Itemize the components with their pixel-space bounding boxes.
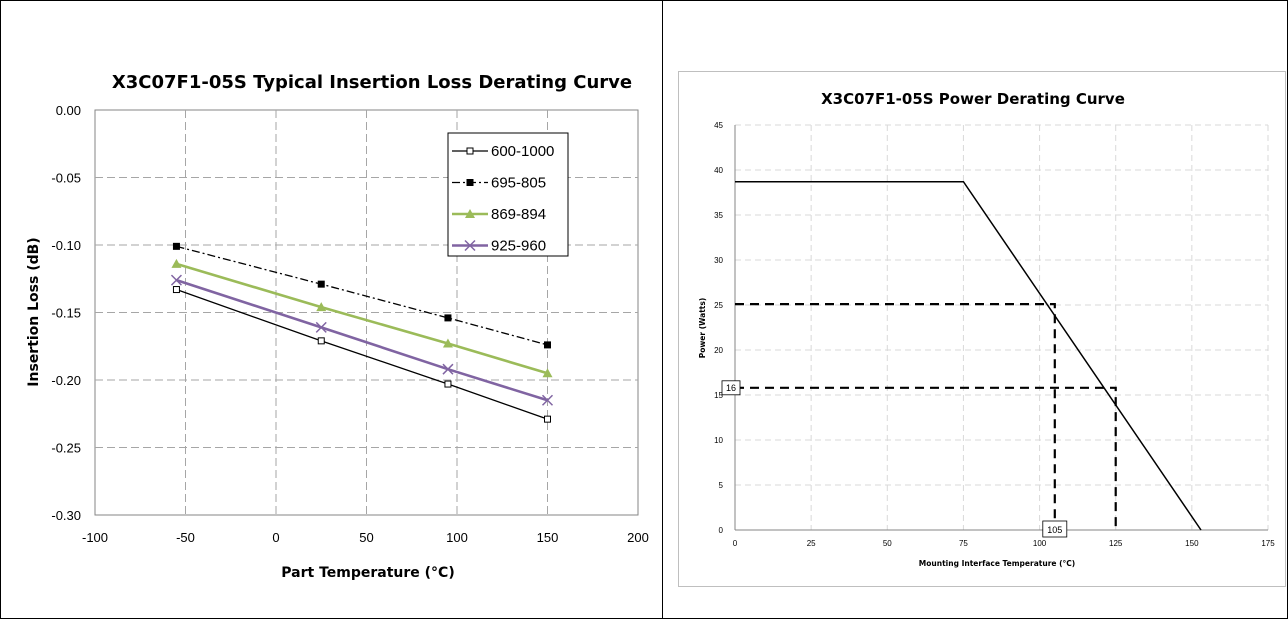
chart2-annotation-105: 105: [1042, 520, 1068, 538]
chart2-x-tick: 25: [807, 539, 816, 548]
chart1-data-point: [442, 363, 454, 375]
chart1-legend-marker: [466, 179, 474, 186]
panel-divider: [662, 0, 663, 619]
chart1-series-line: [176, 262, 548, 375]
chart2-title: X3C07F1-05S Power Derating Curve: [821, 90, 1125, 108]
chart1-y-tick: -0.15: [51, 306, 81, 321]
chart1-x-tick: 0: [272, 530, 279, 545]
chart1-legend-item: 869-894: [452, 206, 546, 223]
chart1-data-point: [444, 380, 452, 388]
chart1-x-tick: -100: [82, 530, 108, 545]
chart2-y-tick: 45: [714, 121, 723, 130]
chart1-x-tick: 100: [446, 530, 468, 545]
chart1-series-line: [176, 245, 548, 346]
chart1-x-tick: 200: [627, 530, 649, 545]
chart2-y-tick: 25: [714, 301, 723, 310]
chart2-y-tick: 20: [714, 346, 723, 355]
chart1-x-tick: 150: [537, 530, 559, 545]
chart2-x-axis-label: Mounting Interface Temperature (°C): [919, 559, 1075, 568]
chart2-x-tick: 75: [959, 539, 968, 548]
chart1-legend-item: 600-1000: [452, 143, 554, 160]
chart1-grid: [94, 109, 639, 516]
chart1-y-tick: -0.20: [51, 373, 81, 388]
chart2-x-tick: 150: [1185, 539, 1199, 548]
chart2-y-tick: 35: [714, 211, 723, 220]
chart2-series: [735, 180, 1202, 531]
chart1-title: X3C07F1-05S Typical Insertion Loss Derat…: [112, 72, 632, 93]
chart1-series: [170, 242, 554, 423]
chart2-y-tick: 40: [714, 166, 723, 175]
chart2-grid: [734, 124, 1269, 531]
chart1-series-line: [176, 288, 548, 420]
chart1-x-tick: -50: [176, 530, 195, 545]
chart2-y-tick: 15: [714, 391, 723, 400]
chart1-legend-marker: [464, 239, 476, 252]
chart2-annotation-text: 105: [1047, 525, 1062, 535]
chart1-data-point: [541, 394, 554, 406]
chart2-annotation-text: 16: [726, 383, 736, 393]
chart2-annotations: 16 105: [721, 380, 1068, 538]
chart2-x-tick: 100: [1033, 539, 1047, 548]
chart1-data-point: [316, 302, 327, 312]
chart1-data-point: [171, 258, 182, 268]
chart1-y-tick: 0.00: [56, 103, 81, 118]
chart1-data-point: [317, 280, 325, 288]
chart2-tick-labels: 0 5 10 15 20 25 30 35 40 45 0 25 50 75 100 125 150 175: [714, 121, 1275, 548]
chart1-x-tick: 50: [359, 530, 373, 545]
chart1-data-point: [172, 242, 180, 250]
chart1-data-point: [442, 338, 453, 348]
chart2-x-tick: 175: [1261, 539, 1275, 548]
chart1-series-695-805: [172, 242, 551, 349]
chart2-y-axis-label: Power (Watts): [698, 298, 707, 359]
chart1-data-point: [544, 415, 551, 423]
chart2-annotation-16: 16: [721, 380, 741, 396]
chart1-legend-marker: [465, 209, 475, 218]
chart2-reference-line: [735, 303, 1056, 530]
chart1-data-point: [542, 368, 553, 378]
chart1-series-600-1000: [172, 286, 551, 423]
chart1-data-point: [444, 314, 452, 322]
chart1-tick-labels: 0.00 -0.05 -0.10 -0.15 -0.20 -0.25 -0.30-100 -5…: [51, 103, 648, 545]
chart2-reference-line: [735, 386, 1117, 530]
chart2-x-tick: 125: [1109, 539, 1123, 548]
chart1-data-point: [172, 286, 180, 294]
chart1-series-925-960: [170, 274, 554, 406]
chart1-y-tick: -0.10: [51, 238, 81, 253]
chart1-x-axis-label: Part Temperature (°C): [281, 565, 454, 581]
chart1-legend-item: 925-960: [452, 238, 546, 255]
chart1-data-point: [317, 337, 325, 345]
chart1-legend-label: 869-894: [491, 206, 546, 223]
chart1-y-tick: -0.25: [51, 441, 81, 456]
chart1-legend: 600-1000 695-805 869-894 925-960: [447, 132, 569, 257]
chart2-y-tick: 0: [719, 526, 724, 535]
chart1-legend-marker: [466, 147, 474, 155]
chart1-legend-label: 695-805: [491, 175, 546, 192]
chart1-y-tick: -0.30: [51, 508, 81, 523]
chart1-legend-item: 695-805: [452, 175, 546, 192]
chart1-data-point: [315, 321, 327, 333]
chart1-legend-label: 925-960: [491, 238, 546, 255]
chart1-y-axis-label: Insertion Loss (dB): [26, 237, 42, 386]
chart1-data-point: [544, 341, 551, 349]
chart1-series-line: [176, 278, 548, 402]
chart2-y-tick: 5: [719, 481, 724, 490]
chart2-x-tick: 50: [883, 539, 892, 548]
chart1-data-point: [170, 274, 182, 286]
chart1-series-869-894: [171, 258, 553, 378]
power-chart-border: [678, 71, 1286, 587]
chart2-y-tick: 30: [714, 256, 723, 265]
chart2-y-tick: 10: [714, 436, 723, 445]
chart2-x-tick: 0: [733, 539, 738, 548]
chart2-annotation-box: [721, 380, 741, 396]
insertion-loss-chart: X3C07F1-05S Typical Insertion Loss Derat…: [26, 72, 649, 581]
chart2-annotation-box: [1042, 520, 1068, 538]
chart1-legend-label: 600-1000: [491, 143, 554, 160]
chart2-derating-line: [735, 180, 1202, 531]
chart1-y-tick: -0.05: [51, 171, 81, 186]
